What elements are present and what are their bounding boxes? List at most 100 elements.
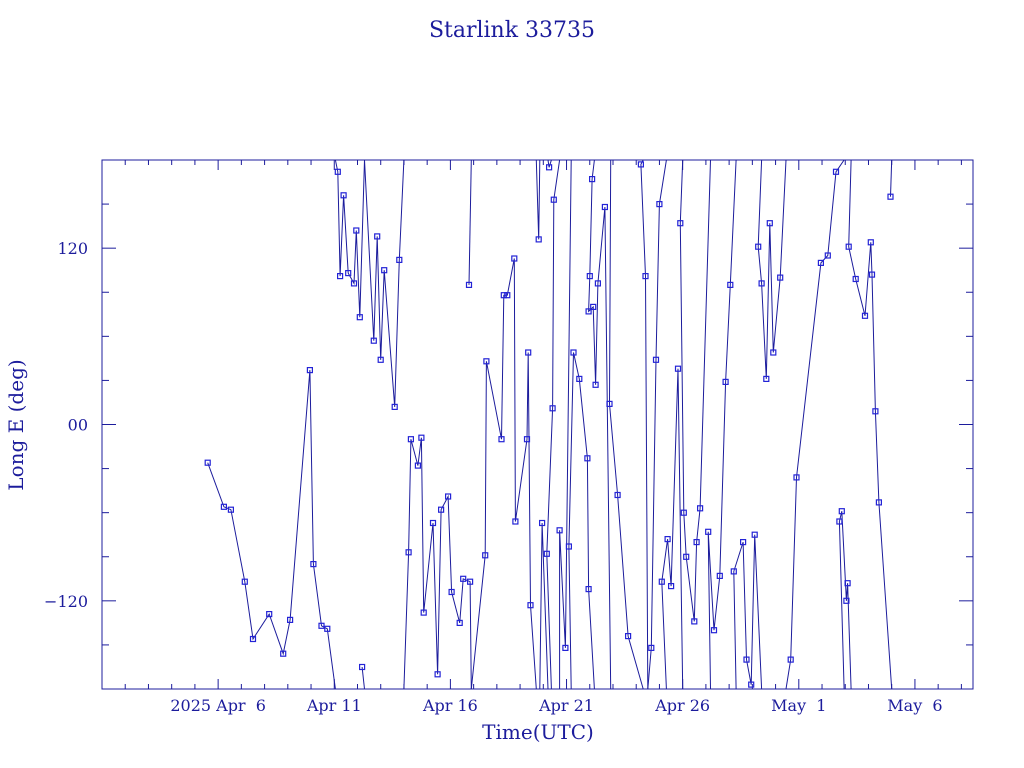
data-point — [730, 568, 737, 575]
data-point — [538, 519, 546, 527]
y-axis-tick-labels: 120 00 −120 — [44, 239, 88, 611]
series-line-segment — [608, 160, 644, 689]
data-point — [500, 292, 507, 299]
data-point — [824, 252, 831, 259]
series-line-segment — [785, 160, 845, 689]
data-point — [614, 491, 621, 499]
data-point — [766, 220, 773, 227]
series-line-segment — [588, 160, 612, 689]
y-axis-ticks — [102, 159, 973, 690]
series-line-segment — [546, 160, 561, 689]
series-line-segment — [535, 160, 541, 240]
data-point — [652, 356, 660, 363]
series-line-segment — [757, 160, 787, 379]
data-point — [739, 538, 747, 546]
data-point — [353, 227, 360, 234]
data-point — [483, 358, 490, 365]
data-point — [677, 220, 684, 227]
data-point — [334, 168, 341, 175]
data-point — [584, 455, 591, 462]
data-point — [420, 609, 427, 616]
data-point — [318, 622, 325, 629]
data-point — [280, 650, 287, 657]
y-tick-label: −120 — [44, 592, 88, 611]
data-point — [875, 499, 883, 506]
data-point — [872, 408, 879, 415]
x-tick-label: Apr 26 — [654, 696, 710, 715]
data-point — [691, 618, 698, 625]
x-tick-label: Apr 11 — [306, 696, 362, 715]
data-point — [867, 239, 874, 246]
data-point — [710, 627, 718, 634]
x-tick-label: Apr 21 — [538, 696, 594, 715]
series-line-segment — [207, 370, 336, 689]
data-point — [592, 381, 599, 388]
data-point — [549, 405, 556, 412]
data-point — [340, 192, 347, 199]
data-point — [763, 375, 770, 382]
x-axis-label: Time(UTC) — [482, 720, 594, 744]
data-point — [356, 314, 363, 321]
data-point — [407, 436, 414, 443]
data-point — [550, 196, 557, 203]
series-points — [204, 161, 894, 688]
data-point — [391, 403, 398, 410]
data-point — [843, 597, 850, 604]
data-point — [751, 531, 758, 538]
data-point — [465, 281, 473, 288]
data-point — [570, 349, 577, 356]
series-line-segment — [568, 352, 595, 689]
data-point — [705, 528, 712, 535]
data-point — [852, 275, 859, 283]
data-point — [204, 459, 211, 466]
series-line-segment — [539, 522, 549, 689]
data-point — [642, 273, 649, 280]
data-point — [887, 193, 894, 200]
series-line-segment — [848, 160, 893, 689]
series-line-segment — [334, 160, 365, 318]
data-point — [249, 635, 257, 643]
data-point — [445, 493, 452, 500]
data-point — [838, 508, 845, 515]
data-point — [345, 270, 352, 277]
data-point — [755, 243, 762, 250]
data-point — [456, 619, 463, 627]
data-point — [817, 259, 825, 266]
data-point — [535, 236, 542, 243]
series-line-segment — [647, 160, 667, 689]
data-point — [832, 168, 840, 175]
data-point — [667, 582, 675, 590]
data-point — [836, 518, 843, 525]
series-line-segment — [559, 160, 572, 689]
data-point — [511, 255, 518, 262]
data-point — [748, 681, 755, 688]
x-axis-tick-labels: 2025 Apr 6 Apr 11 Apr 16 Apr 21 Apr 26 May 1 M… — [170, 696, 942, 715]
data-point — [287, 616, 294, 624]
series-line-segment — [640, 160, 649, 689]
data-point — [418, 434, 425, 441]
x-tick-label: May 6 — [887, 696, 942, 715]
data-point — [512, 518, 519, 525]
data-point — [637, 161, 645, 168]
data-point — [396, 256, 403, 263]
data-point — [429, 519, 437, 527]
series-line-segment — [403, 437, 472, 689]
x-tick-label: 2025 Apr 6 — [170, 696, 266, 715]
series-line-segment — [361, 666, 365, 689]
data-point — [588, 176, 596, 183]
data-point — [696, 505, 704, 512]
series-line-segment — [733, 534, 763, 689]
data-point — [770, 349, 777, 356]
series-line-segment — [468, 160, 472, 285]
data-point — [306, 367, 313, 374]
data-point — [562, 644, 569, 652]
data-point — [576, 375, 583, 382]
data-point — [543, 550, 550, 557]
data-point — [658, 578, 665, 585]
data-point — [266, 610, 273, 618]
data-point — [585, 308, 592, 315]
data-point — [448, 588, 455, 596]
y-tick-label: 00 — [68, 416, 88, 435]
x-axis-ticks — [101, 160, 962, 689]
